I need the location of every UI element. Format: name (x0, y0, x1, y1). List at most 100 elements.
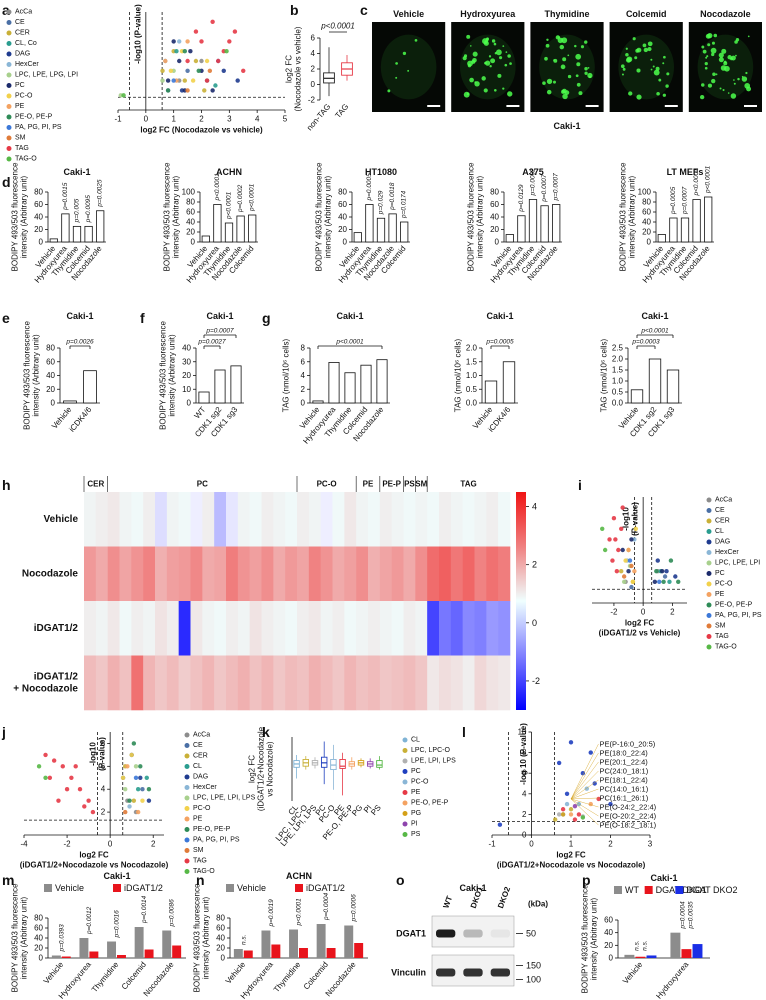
heatmap-cell (249, 546, 262, 602)
y-tick-label: 0 (343, 238, 348, 247)
heatmap-cell (356, 655, 369, 711)
heatmap-cell (391, 601, 404, 656)
heatmap-cell (107, 601, 120, 656)
p-value: p=0.0015 (62, 182, 69, 211)
heatmap-cell (368, 655, 381, 711)
bar (61, 213, 70, 243)
droplet (647, 46, 652, 52)
legend-label: CER (15, 30, 30, 37)
legend-swatch (706, 644, 712, 650)
y-tick-label: 0 (609, 954, 614, 963)
heatmap-cell (155, 546, 168, 602)
heatmap-cell (368, 601, 381, 656)
droplet (711, 52, 715, 57)
legend-swatch (184, 806, 190, 811)
legend-swatch (706, 634, 712, 639)
chart-title: Caki-1 (459, 883, 486, 893)
point (616, 547, 621, 553)
x-tick-label: Colcemid (120, 960, 148, 991)
annotation-leader (570, 798, 599, 808)
y-tick-label: 0 (51, 399, 56, 408)
y-tick-label: 0 (301, 399, 306, 408)
point (138, 764, 143, 769)
heatmap-cell (427, 601, 440, 656)
bar (540, 205, 549, 243)
heatmap-cell (273, 546, 286, 602)
legend-label: LPE, LPI, LPS (411, 758, 456, 765)
point (47, 775, 53, 780)
heatmap-cell (119, 655, 132, 711)
column-group-label: PE-P (382, 480, 401, 489)
bar (517, 215, 526, 243)
droplet (553, 59, 555, 61)
legend-label: PC-O (15, 93, 33, 100)
point (185, 58, 190, 64)
point (202, 88, 207, 93)
droplet (704, 62, 708, 66)
droplet (567, 74, 572, 79)
droplet (395, 76, 398, 79)
droplet (561, 37, 568, 44)
point (676, 579, 681, 584)
point (632, 569, 637, 574)
band (436, 968, 456, 977)
point (123, 787, 128, 792)
heatmap-cell (95, 492, 108, 547)
legend-swatch (184, 753, 190, 759)
droplet (721, 48, 727, 54)
y-tick-label: 40 (34, 213, 43, 222)
droplet (472, 57, 477, 63)
legend-swatch (184, 795, 190, 801)
annotation-leader (570, 798, 599, 817)
point (629, 584, 634, 590)
y-axis-label: -log10 (P-value) (133, 4, 142, 64)
p-value: p=0.0014 (141, 895, 148, 924)
point (199, 39, 204, 44)
x-axis-label: log2 FC (Nocodazole vs vehicle) (140, 126, 263, 135)
heatmap-cell (202, 655, 215, 711)
heatmap-cell (450, 601, 463, 656)
legend-label: DAG (15, 51, 30, 58)
point (633, 526, 639, 531)
y-tick-label: 0.0 (612, 399, 624, 408)
legend-swatch (706, 529, 712, 534)
annotation-leader (570, 752, 599, 800)
p-value: p=0.0016 (114, 910, 121, 939)
droplet (741, 76, 748, 82)
y-tick-label: 10 (518, 728, 527, 737)
heatmap-cell (178, 492, 191, 547)
point (614, 569, 620, 574)
droplet (650, 58, 653, 61)
bar (365, 204, 374, 243)
heatmap-cell (450, 546, 463, 602)
x-tick-label: 1 (569, 840, 574, 849)
heatmap-cell (474, 655, 487, 711)
droplet (636, 94, 642, 100)
x-tick-label: 2 (670, 608, 675, 617)
cell-outline (380, 34, 437, 100)
point (667, 579, 672, 584)
heatmap-cell (450, 492, 463, 547)
droplet (626, 56, 633, 63)
point (224, 49, 229, 54)
p-value: p<0.0001 (705, 165, 712, 194)
x-axis-label: log2 FC (556, 851, 586, 860)
x-tick-label: 4 (255, 115, 260, 124)
legend-swatch (6, 114, 12, 120)
marker-label: 100 (526, 975, 541, 985)
x-tick-label: -1 (488, 840, 496, 849)
band-label: Vinculin (391, 968, 426, 978)
heatmap-cell (237, 546, 250, 602)
point (163, 58, 168, 64)
y-tick-label: 20 (34, 944, 43, 953)
legend-label: PA, PG, PI, PS (193, 837, 240, 844)
droplet (462, 56, 467, 61)
y-axis-label: -log10 (622, 507, 631, 531)
p-value: p=0.0025 (97, 179, 104, 208)
heatmap-cell (84, 492, 97, 547)
droplet (632, 37, 636, 41)
heatmap-cell (84, 601, 97, 656)
annotation: PE(18:1_22:4) (599, 776, 648, 785)
p-value: p=0.0174 (401, 190, 408, 219)
point (630, 579, 636, 584)
